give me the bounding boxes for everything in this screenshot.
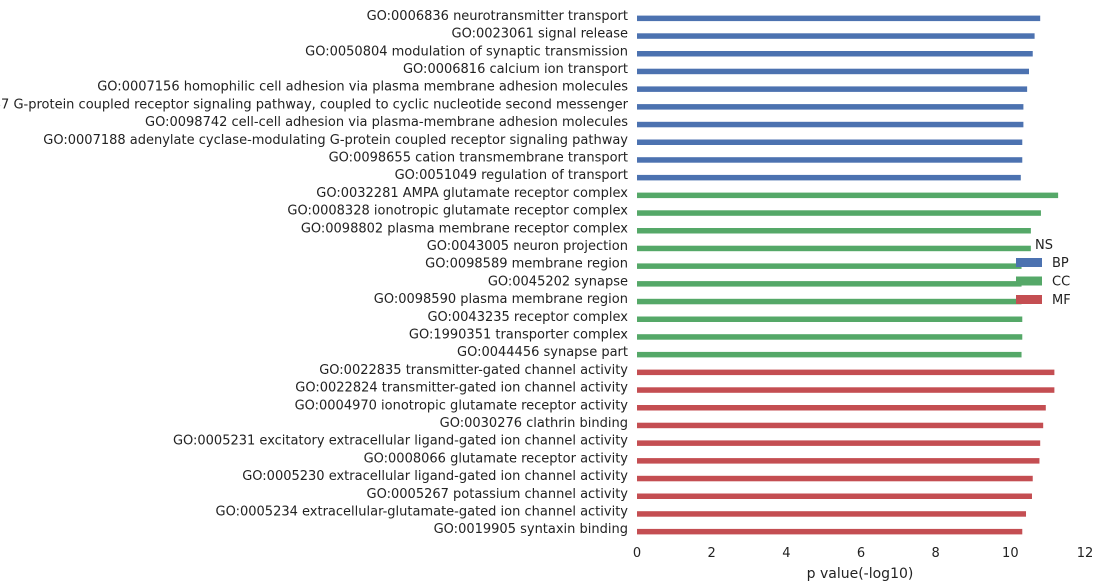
- bar-mf: [637, 475, 1033, 482]
- category-label: GO:0022824 transmitter-gated ion channel…: [295, 381, 628, 396]
- bar-mf: [637, 511, 1027, 517]
- category-label: GO:0043005 neuron projection: [427, 239, 628, 254]
- x-axis-ticks: 0 2 4 6 8 10 12: [633, 546, 1093, 561]
- category-label: GO:0098742 cell-cell adhesion via plasma…: [145, 115, 628, 130]
- x-tick-label: 8: [932, 546, 940, 561]
- bar-bp: [637, 33, 1035, 39]
- bar-cc: [637, 228, 1031, 234]
- bar-cc: [637, 281, 1022, 287]
- category-label: GO:0005231 excitatory extracellular liga…: [173, 434, 628, 449]
- bar-bp: [637, 157, 1023, 163]
- category-label: GO:0098655 cation transmembrane transpor…: [329, 150, 628, 165]
- bar-bp: [637, 174, 1021, 181]
- x-tick-label: 6: [857, 546, 865, 561]
- bar-mf: [637, 369, 1055, 376]
- bar-mf: [637, 493, 1032, 499]
- bar-bp: [637, 15, 1041, 22]
- category-label: GO:0044456 synapse part: [457, 345, 628, 360]
- category-label: GO:0022835 transmitter-gated channel act…: [319, 363, 628, 378]
- category-label: GO:1990351 transporter complex: [409, 327, 628, 342]
- bars: [637, 15, 1059, 535]
- bar-cc: [637, 210, 1041, 216]
- legend: NS BP CC MF: [1016, 238, 1071, 308]
- category-label: GO:0098589 membrane region: [425, 257, 628, 272]
- category-label: GO:0030276 clathrin binding: [440, 416, 628, 431]
- category-label: GO:0006816 calcium ion transport: [403, 62, 628, 77]
- x-tick-label: 12: [1077, 546, 1094, 561]
- x-tick-label: 2: [708, 546, 716, 561]
- x-tick-label: 0: [633, 546, 641, 561]
- category-label: GO:0098590 plasma membrane region: [374, 292, 628, 307]
- legend-title: NS: [1035, 238, 1053, 253]
- category-label: GO:0007187 G-protein coupled receptor si…: [0, 97, 629, 112]
- legend-swatch-mf: [1016, 295, 1042, 304]
- category-label: GO:0004970 ionotropic glutamate receptor…: [295, 398, 629, 413]
- legend-swatch-cc: [1016, 276, 1042, 286]
- bar-cc: [637, 351, 1022, 358]
- bar-bp: [637, 86, 1028, 92]
- bar-bp: [637, 121, 1024, 128]
- category-label: GO:0050804 modulation of synaptic transm…: [305, 44, 628, 59]
- bar-cc: [637, 298, 1022, 305]
- legend-label-cc: CC: [1052, 275, 1070, 290]
- bar-cc: [637, 192, 1059, 199]
- bar-cc: [637, 263, 1022, 269]
- bar-mf: [637, 405, 1046, 411]
- category-label: GO:0019905 syntaxin binding: [434, 522, 628, 537]
- bar-bp: [637, 104, 1024, 110]
- bar-bp: [637, 68, 1029, 75]
- category-label: GO:0043235 receptor complex: [427, 310, 628, 325]
- category-label: GO:0045202 synapse: [488, 274, 628, 289]
- category-label: GO:0008066 glutamate receptor activity: [364, 451, 629, 466]
- bar-mf: [637, 528, 1023, 535]
- bar-mf: [637, 387, 1055, 393]
- category-label: GO:0023061 signal release: [452, 27, 628, 42]
- category-label: GO:0032281 AMPA glutamate receptor compl…: [316, 186, 628, 201]
- category-label: GO:0005230 extracellular ligand-gated io…: [242, 469, 628, 484]
- category-label: GO:0051049 regulation of transport: [395, 168, 628, 183]
- bar-cc: [637, 245, 1031, 252]
- bar-bp: [637, 51, 1033, 57]
- bar-mf: [637, 440, 1041, 446]
- x-tick-label: 4: [782, 546, 790, 561]
- bar-cc: [637, 334, 1023, 340]
- legend-swatch-bp: [1016, 258, 1042, 267]
- category-label: GO:0007156 homophilic cell adhesion via …: [97, 80, 628, 95]
- category-label: GO:0005267 potassium channel activity: [367, 487, 629, 502]
- category-label: GO:0007188 adenylate cyclase-modulating …: [43, 133, 628, 148]
- bar-mf: [637, 458, 1040, 464]
- category-label: GO:0006836 neurotransmitter transport: [367, 9, 628, 24]
- category-label: GO:0005234 extracellular-glutamate-gated…: [216, 504, 629, 519]
- x-tick-label: 10: [1002, 546, 1019, 561]
- x-axis-label: p value(-log10): [807, 566, 914, 582]
- category-label: GO:0008328 ionotropic glutamate receptor…: [287, 204, 628, 219]
- legend-label-bp: BP: [1052, 256, 1069, 271]
- bar-bp: [637, 139, 1023, 145]
- bar-cc: [637, 316, 1023, 322]
- category-labels: GO:0006836 neurotransmitter transport GO:…: [0, 9, 629, 537]
- legend-label-mf: MF: [1052, 293, 1071, 308]
- bar-mf: [637, 422, 1044, 429]
- category-label: GO:0098802 plasma membrane receptor comp…: [301, 221, 628, 236]
